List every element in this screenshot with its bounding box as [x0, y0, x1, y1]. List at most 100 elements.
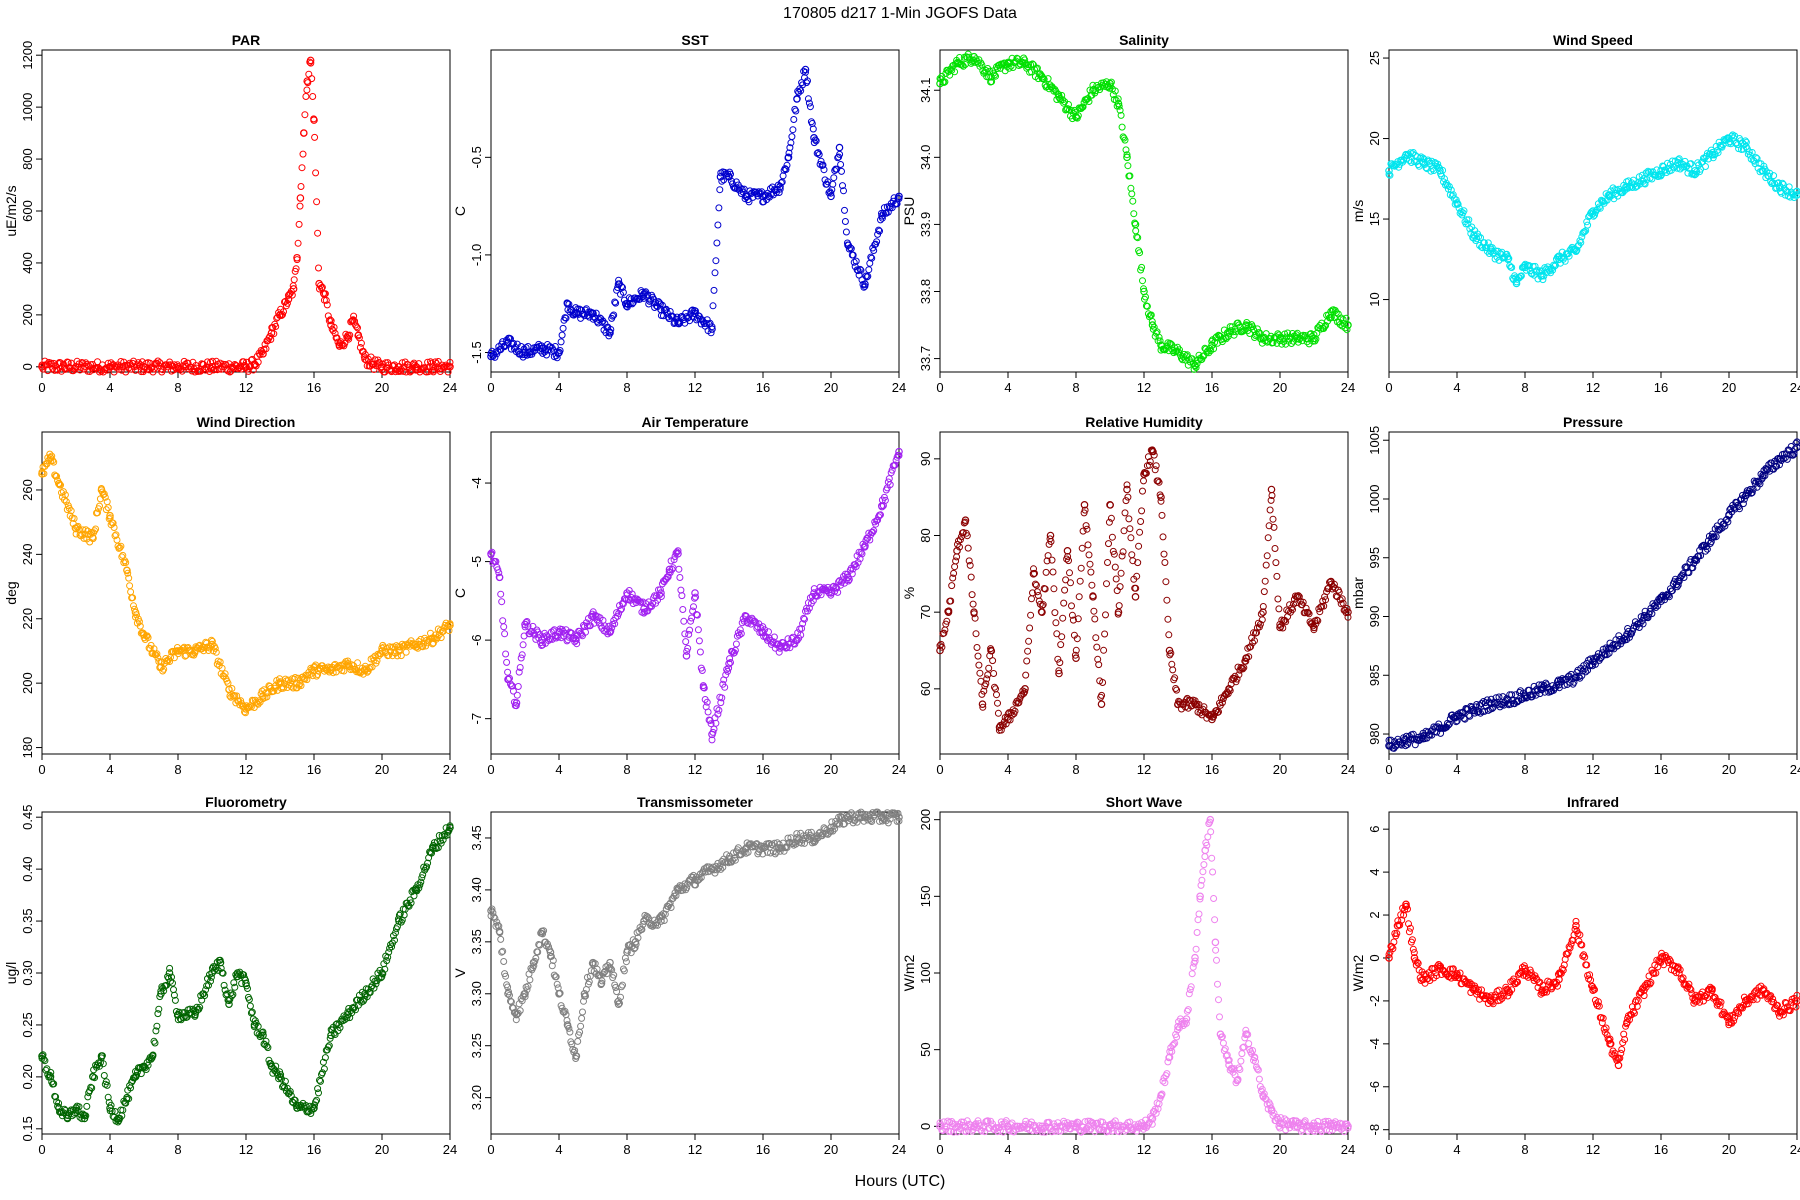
data-point-minute [279, 311, 286, 319]
data-point-minute [1520, 262, 1528, 269]
data-point-minute [1506, 262, 1514, 270]
data-point-minute [885, 475, 893, 483]
data-point-minute [1407, 159, 1415, 166]
data-point-minute [1193, 360, 1201, 367]
data-point-minute [974, 652, 982, 660]
data-point-minute [1147, 311, 1155, 319]
data-point-minute [597, 315, 605, 323]
data-point-minute [1077, 105, 1085, 112]
y-axis-label: m/s [1350, 200, 1366, 223]
data-point-minute [1117, 111, 1125, 119]
data-point-minute [1087, 568, 1095, 576]
data-point-minute [1133, 233, 1141, 241]
data-point-minute [500, 958, 508, 965]
data-point-minute [1021, 56, 1029, 64]
series-cloud [936, 818, 1352, 1136]
data-point-minute [868, 254, 876, 262]
plot-frame [490, 49, 900, 373]
series-cloud [936, 50, 1352, 373]
data-point-minute [327, 317, 335, 325]
data-point-minute [1271, 545, 1279, 552]
data-point-minute [1337, 314, 1345, 322]
series-points [1385, 443, 1800, 750]
data-point-minute [675, 565, 683, 573]
data-point [1385, 166, 1393, 175]
data-point-minute [706, 319, 714, 327]
y-tick-label: 33.7 [918, 346, 933, 371]
data-point-minute [566, 1028, 574, 1036]
data-point-minute [784, 154, 792, 162]
data-point-minute [1452, 196, 1460, 204]
x-tick-label: 0 [487, 380, 494, 395]
data-point-minute [948, 582, 956, 590]
data-point-minute [296, 202, 304, 210]
data-point-minute [428, 359, 435, 367]
data-point-minute [1245, 321, 1253, 329]
data-point-minute [563, 1017, 571, 1024]
data-point-minute [1059, 96, 1067, 104]
data-point-minute [1103, 580, 1110, 588]
data-point-minute [346, 331, 354, 339]
y-axis-label: % [901, 587, 917, 599]
x-tick-label: 24 [443, 762, 457, 777]
data-point-minute [1057, 641, 1065, 649]
data-point-minute [272, 323, 280, 330]
x-tick-label: 0 [936, 762, 943, 777]
data-point-minute [298, 164, 306, 172]
data-point-minute [988, 78, 996, 86]
y-tick-label: -1.0 [469, 244, 484, 266]
data-point-minute [210, 366, 218, 374]
y-tick-label: 25 [1367, 51, 1382, 65]
x-tick-label: 8 [174, 1142, 181, 1157]
data-point-minute [662, 305, 670, 313]
data-point-minute [1126, 525, 1134, 533]
data-point-minute [727, 170, 734, 178]
data-point-minute [1439, 166, 1447, 174]
data-point-minute [1064, 105, 1072, 113]
x-tick-label: 16 [756, 762, 770, 777]
data-point-minute [1065, 101, 1072, 108]
data-point-minute [733, 185, 741, 193]
data-point-minute [1165, 631, 1173, 639]
data-point-minute [875, 226, 883, 234]
panel-title: Relative Humidity [1085, 414, 1203, 430]
y-tick-label: 0.35 [20, 908, 35, 933]
data-point-minute [1451, 200, 1459, 208]
data-point-minute [399, 367, 407, 375]
y-tick-label: 800 [20, 148, 35, 170]
x-tick-label: 4 [1004, 762, 1011, 777]
data-point-minute [1136, 249, 1144, 257]
data-point-minute [873, 238, 881, 246]
series-cloud [38, 450, 454, 717]
data-point-minute [789, 126, 797, 134]
data-point-minute [524, 982, 532, 990]
data-point-minute [402, 648, 410, 656]
data-point-minute [985, 664, 993, 672]
data-point-minute [815, 151, 823, 158]
data-point-minute [1210, 345, 1218, 353]
data-point-minute [254, 358, 262, 366]
data-point-minute [877, 216, 884, 224]
data-point-minute [421, 364, 429, 372]
data-point-minute [1077, 564, 1085, 572]
data-point-minute [837, 161, 845, 168]
panel-title: Transmissometer [637, 794, 753, 810]
x-tick-label: 8 [1072, 762, 1079, 777]
data-point-minute [1159, 533, 1167, 541]
data-point [1131, 593, 1140, 601]
data-point-minute [1086, 560, 1094, 568]
data-point-minute [133, 362, 140, 370]
data-point-minute [1260, 588, 1268, 596]
data-point-minute [1090, 607, 1098, 615]
data-point-minute [772, 189, 780, 197]
data-point-minute [1068, 602, 1075, 610]
data-point [827, 192, 835, 201]
y-tick-label: 0.30 [20, 960, 35, 985]
data-point-minute [1470, 234, 1478, 242]
y-tick-label: -1.5 [469, 341, 484, 363]
x-tick-label: 24 [443, 1142, 457, 1157]
data-point-minute [712, 257, 720, 265]
data-point-minute [676, 574, 684, 581]
plot-frame [939, 49, 1349, 373]
